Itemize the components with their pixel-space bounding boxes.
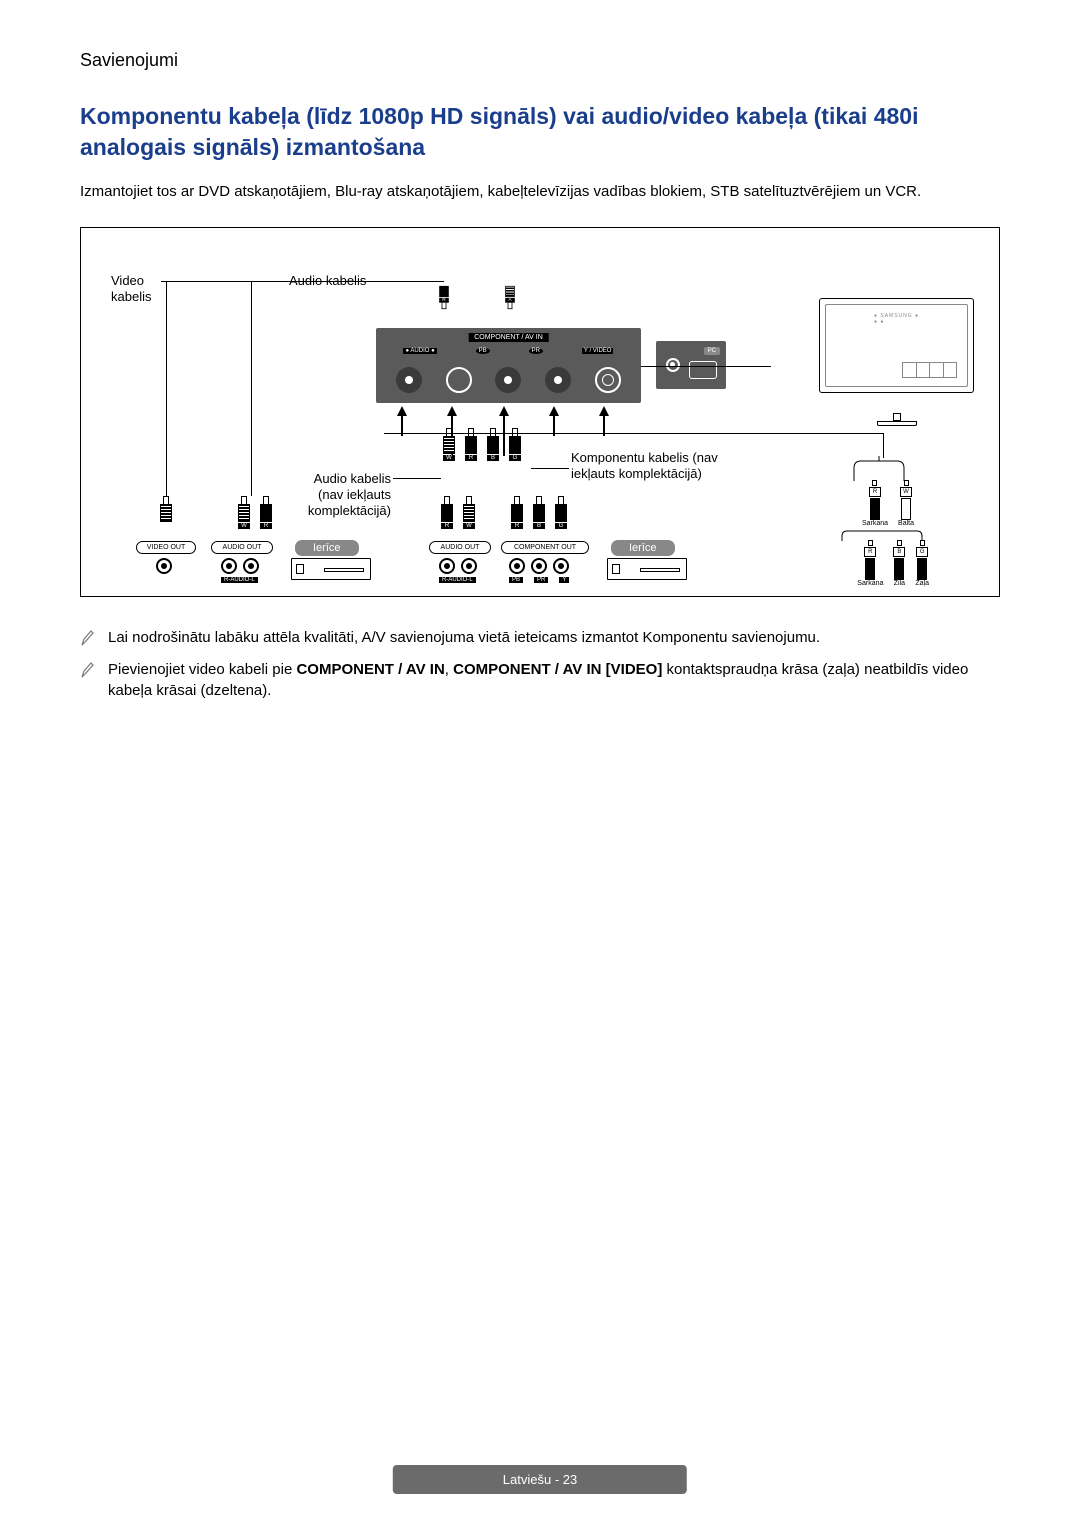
side-plugs-rbg: RSarkana BZila GZaļa (857, 540, 929, 587)
component-cable-label: Komponentu kabelis (naviekļauts komplekt… (571, 450, 736, 483)
video-cable-label: Videokabelis (111, 273, 151, 306)
port-panel-title: COMPONENT / AV IN (468, 333, 549, 342)
audio-out-label-1: AUDIO OUT (211, 541, 273, 554)
note-2-text: Pievienojiet video kabeli pie COMPONENT … (108, 659, 1000, 703)
page-footer: Latviešu - 23 (393, 1465, 687, 1494)
tv-port-panel: COMPONENT / AV IN ● AUDIO ● PB PR Y / VI… (376, 328, 641, 403)
device-label-1: Ierīce (295, 540, 359, 556)
audio-cable-not-incl-label: Audio kabelis(nav iekļautskomplektācijā) (291, 471, 391, 520)
port-audio-r (396, 367, 422, 393)
tv-icon: ● SAMSUNG ●● ● (819, 298, 974, 413)
r-audio-l-2: R-AUDIO-L (439, 577, 476, 583)
port-sub-pb: PB (476, 348, 490, 354)
dvd-icon-1 (291, 558, 371, 580)
device-label-2: Ierīce (611, 540, 675, 556)
pencil-icon (80, 661, 94, 679)
note-1: Lai nodrošinātu labāku attēla kvalitāti,… (80, 627, 1000, 649)
main-heading: Komponentu kabeļa (līdz 1080p HD signāls… (80, 101, 1000, 163)
port-y-video (595, 367, 621, 393)
right-component-plugs: R B G (509, 496, 569, 529)
section-label: Savienojumi (80, 50, 1000, 71)
note-1-text: Lai nodrošinātu labāku attēla kvalitāti,… (108, 627, 1000, 649)
right-audio-plugs: R W (439, 496, 477, 529)
video-out-jack (156, 558, 172, 574)
port-pr (545, 367, 571, 393)
audio-out-label-2: AUDIO OUT (429, 541, 491, 554)
side-plugs-rw: RSarkana WBalta (862, 480, 914, 527)
intro-text: Izmantojiet tos ar DVD atskaņotājiem, Bl… (80, 181, 1000, 203)
port-sub-y: Y / VIDEO (582, 348, 614, 354)
port-sub-pr: PR (529, 348, 543, 354)
dvd-icon-2 (607, 558, 687, 580)
pencil-icon (80, 629, 94, 647)
note-2: Pievienojiet video kabeli pie COMPONENT … (80, 659, 1000, 703)
left-av-plugs (158, 496, 174, 522)
r-audio-l-1: R-AUDIO-L (221, 577, 258, 583)
video-out-label: VIDEO OUT (136, 541, 196, 554)
port-audio-l (446, 367, 472, 393)
pc-panel: PC (656, 341, 726, 389)
connection-diagram: Videokabelis Audio kabelis COMPONENT / A… (80, 227, 1000, 597)
port-sub-audio: ● AUDIO ● (403, 348, 436, 354)
top-small-plugs: R A (436, 283, 518, 312)
port-pb (495, 367, 521, 393)
component-out-label: COMPONENT OUT (501, 541, 589, 554)
pc-label: PC (704, 347, 720, 355)
